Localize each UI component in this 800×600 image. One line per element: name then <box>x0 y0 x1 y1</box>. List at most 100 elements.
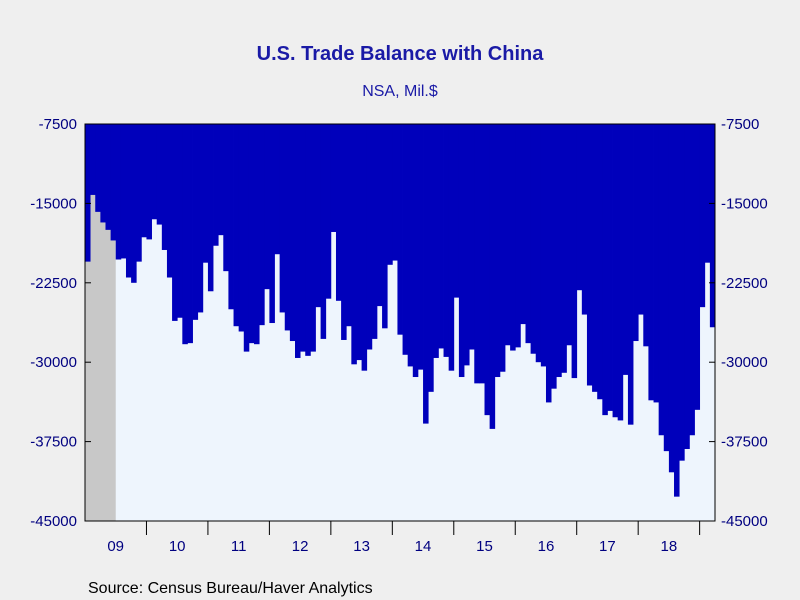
bar <box>371 124 378 339</box>
bar <box>648 124 654 401</box>
bar <box>658 124 665 436</box>
bar <box>684 124 690 450</box>
x-tick-label: 18 <box>661 538 678 555</box>
bar <box>602 124 608 416</box>
bar <box>110 124 117 241</box>
bar <box>202 124 209 263</box>
bar <box>469 124 475 350</box>
bar <box>335 124 342 301</box>
bar <box>192 124 199 320</box>
x-tick-label: 15 <box>476 538 493 555</box>
bar <box>464 124 470 366</box>
bar <box>484 124 491 416</box>
bar <box>474 124 480 384</box>
y-tick-label-right: -15000 <box>721 195 768 212</box>
bar <box>156 124 163 225</box>
x-tick-label: 10 <box>169 538 186 555</box>
bar <box>95 124 101 212</box>
bar <box>448 124 455 371</box>
bar <box>274 124 281 255</box>
bar <box>458 124 465 378</box>
y-tick-label-left: -7500 <box>39 116 77 133</box>
bar <box>172 124 178 321</box>
bar <box>622 124 629 375</box>
bar <box>443 124 450 357</box>
bar <box>653 124 660 403</box>
bar <box>535 124 542 363</box>
y-tick-label-left: -45000 <box>30 513 77 530</box>
bar <box>351 124 357 365</box>
plot-border <box>84 123 716 522</box>
bar <box>402 124 409 355</box>
bar <box>166 124 173 278</box>
bar <box>638 124 644 315</box>
bar <box>392 124 398 261</box>
bar <box>607 124 613 411</box>
y-tick-label-right: -22500 <box>721 275 768 292</box>
bar <box>366 124 373 350</box>
y-tick-label-left: -22500 <box>30 275 77 292</box>
bar <box>315 124 322 308</box>
bar <box>597 124 603 400</box>
bar <box>376 124 383 307</box>
bar <box>689 124 695 436</box>
bar <box>643 124 649 347</box>
bar <box>510 124 516 351</box>
bar <box>412 124 419 378</box>
y-tick-label-left: -15000 <box>30 195 77 212</box>
bar <box>699 124 706 308</box>
bar <box>136 124 142 262</box>
bar <box>223 124 229 272</box>
bar <box>709 124 716 328</box>
bar <box>254 124 260 345</box>
y-tick-label-right: -7500 <box>721 116 759 133</box>
bar <box>586 124 593 386</box>
bar <box>85 124 91 262</box>
bar <box>407 124 414 367</box>
bar <box>146 124 152 240</box>
x-tick-label: 12 <box>292 538 309 555</box>
bar <box>279 124 286 313</box>
bar <box>382 124 388 329</box>
bar <box>545 124 552 403</box>
bar <box>530 124 537 354</box>
bar <box>581 124 588 315</box>
bar <box>105 124 112 230</box>
bar <box>325 124 332 299</box>
bar <box>505 124 511 346</box>
bar <box>115 124 122 260</box>
y-tick-label-right: -37500 <box>721 434 768 451</box>
bar <box>612 124 619 418</box>
y-tick-label-left: -30000 <box>30 354 77 371</box>
x-axis: 09 10 11 12 13 14 15 16 17 18 <box>107 521 701 555</box>
bar <box>213 124 219 246</box>
bar <box>361 124 368 371</box>
bar <box>90 124 96 195</box>
x-tick-label: 16 <box>538 538 555 555</box>
right-y-axis: -7500 -15000 -22500 -30000 -37500 -45000 <box>709 116 768 530</box>
bar <box>428 124 434 392</box>
bar <box>330 124 337 232</box>
x-tick-label: 13 <box>353 538 370 555</box>
bar <box>248 124 255 344</box>
left-y-axis: -7500 -15000 -22500 -30000 -37500 -45000 <box>30 116 91 530</box>
bar <box>218 124 224 236</box>
bar <box>499 124 506 372</box>
bar <box>663 124 670 452</box>
bar <box>453 124 460 298</box>
bar <box>551 124 557 389</box>
bar <box>356 124 362 361</box>
bar <box>346 124 352 327</box>
bar <box>320 124 327 339</box>
x-tick-label: 11 <box>231 538 247 555</box>
bar <box>182 124 188 345</box>
bar <box>207 124 214 292</box>
bar <box>233 124 240 327</box>
bar <box>120 124 127 259</box>
bar <box>161 124 168 250</box>
bar <box>397 124 403 335</box>
y-tick-label-right: -45000 <box>721 513 768 530</box>
bar <box>300 124 306 352</box>
bar <box>197 124 204 313</box>
bar <box>592 124 598 392</box>
